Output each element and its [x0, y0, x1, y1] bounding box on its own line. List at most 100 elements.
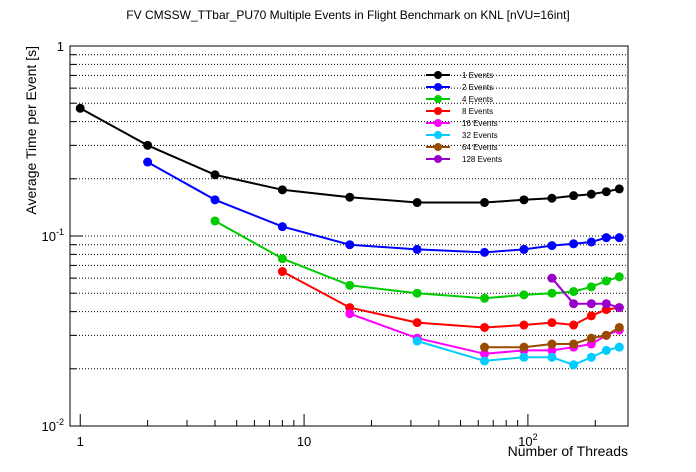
- legend-marker: [434, 131, 442, 139]
- data-point: [547, 241, 557, 251]
- legend-marker: [434, 83, 442, 91]
- data-point: [614, 322, 624, 332]
- data-point: [75, 103, 85, 113]
- data-point: [569, 239, 579, 249]
- legend-label: 128 Events: [462, 155, 502, 164]
- data-point: [480, 293, 490, 303]
- data-point: [601, 187, 611, 197]
- data-point: [586, 189, 596, 199]
- data-point: [412, 244, 422, 254]
- data-point: [569, 299, 579, 309]
- legend-label: 2 Events: [462, 83, 493, 92]
- x-tick-label: 10: [297, 434, 311, 449]
- data-point: [569, 360, 579, 370]
- data-point: [569, 320, 579, 330]
- data-point: [614, 342, 624, 352]
- legend-marker: [434, 107, 442, 115]
- y-axis-label: Average Time per Event [s]: [23, 46, 39, 215]
- data-point: [614, 272, 624, 282]
- data-point: [345, 280, 355, 290]
- series-line: [281, 270, 620, 329]
- data-point: [601, 276, 611, 286]
- series-2: [143, 157, 624, 257]
- data-point: [143, 157, 153, 167]
- data-point: [345, 192, 355, 202]
- data-point: [614, 233, 624, 243]
- data-point: [519, 290, 529, 300]
- data-point: [547, 193, 557, 203]
- legend-marker: [434, 119, 442, 127]
- data-point: [586, 237, 596, 247]
- legend-label: 32 Events: [462, 131, 498, 140]
- y-tick-label: 1: [57, 39, 64, 54]
- data-point: [277, 267, 287, 277]
- data-point: [586, 352, 596, 362]
- data-point: [519, 195, 529, 205]
- x-axis-label: Number of Threads: [508, 443, 628, 459]
- legend: 1 Events 2 Events 4 Events 8 Events 16 Event…: [426, 71, 502, 164]
- data-point: [601, 233, 611, 243]
- data-point: [412, 288, 422, 298]
- data-point: [547, 318, 557, 328]
- data-point: [345, 240, 355, 250]
- data-point: [569, 339, 579, 349]
- data-point: [412, 198, 422, 208]
- legend-label: 4 Events: [462, 95, 493, 104]
- data-point: [547, 339, 557, 349]
- data-point: [569, 287, 579, 297]
- data-point: [601, 299, 611, 309]
- legend-marker: [434, 95, 442, 103]
- series-3: [210, 216, 624, 303]
- data-point: [547, 273, 557, 283]
- data-point: [586, 333, 596, 343]
- data-point: [601, 345, 611, 355]
- data-point: [569, 191, 579, 201]
- legend-marker: [434, 143, 442, 151]
- data-point: [519, 244, 529, 254]
- series-8: [547, 273, 624, 313]
- data-point: [519, 320, 529, 330]
- data-point: [547, 288, 557, 298]
- data-point: [143, 140, 153, 150]
- series-line: [79, 107, 620, 204]
- series-1: [75, 103, 624, 208]
- legend-label: 1 Events: [462, 71, 493, 80]
- legend-marker: [434, 71, 442, 79]
- data-point: [412, 336, 422, 346]
- data-point: [480, 322, 490, 332]
- y-tick-label: 10-2: [42, 417, 64, 434]
- data-point: [547, 345, 557, 355]
- series-6: [412, 336, 624, 370]
- data-point: [519, 342, 529, 352]
- data-point: [210, 216, 220, 226]
- y-tick-label: 10-1: [42, 227, 64, 244]
- legend-marker: [434, 155, 442, 163]
- data-point: [277, 222, 287, 232]
- legend-label: 16 Events: [462, 119, 498, 128]
- data-point: [412, 318, 422, 328]
- data-point: [547, 352, 557, 362]
- data-point: [480, 349, 490, 359]
- series-7: [480, 322, 624, 352]
- data-point: [480, 356, 490, 366]
- x-tick-label: 1: [77, 434, 84, 449]
- data-point: [277, 185, 287, 195]
- data-point: [601, 330, 611, 340]
- data-point: [614, 184, 624, 194]
- data-point: [345, 309, 355, 319]
- data-point: [480, 342, 490, 352]
- legend-label: 8 Events: [462, 107, 493, 116]
- chart-title: FV CMSSW_TTbar_PU70 Multiple Events in F…: [126, 8, 570, 22]
- data-point: [586, 311, 596, 321]
- data-point: [614, 303, 624, 313]
- data-point: [586, 282, 596, 292]
- legend-label: 64 Events: [462, 143, 498, 152]
- data-point: [210, 170, 220, 180]
- data-point: [210, 195, 220, 205]
- data-point: [480, 247, 490, 257]
- data-point: [480, 198, 490, 208]
- data-point: [277, 254, 287, 264]
- data-point: [586, 299, 596, 309]
- data-point: [519, 352, 529, 362]
